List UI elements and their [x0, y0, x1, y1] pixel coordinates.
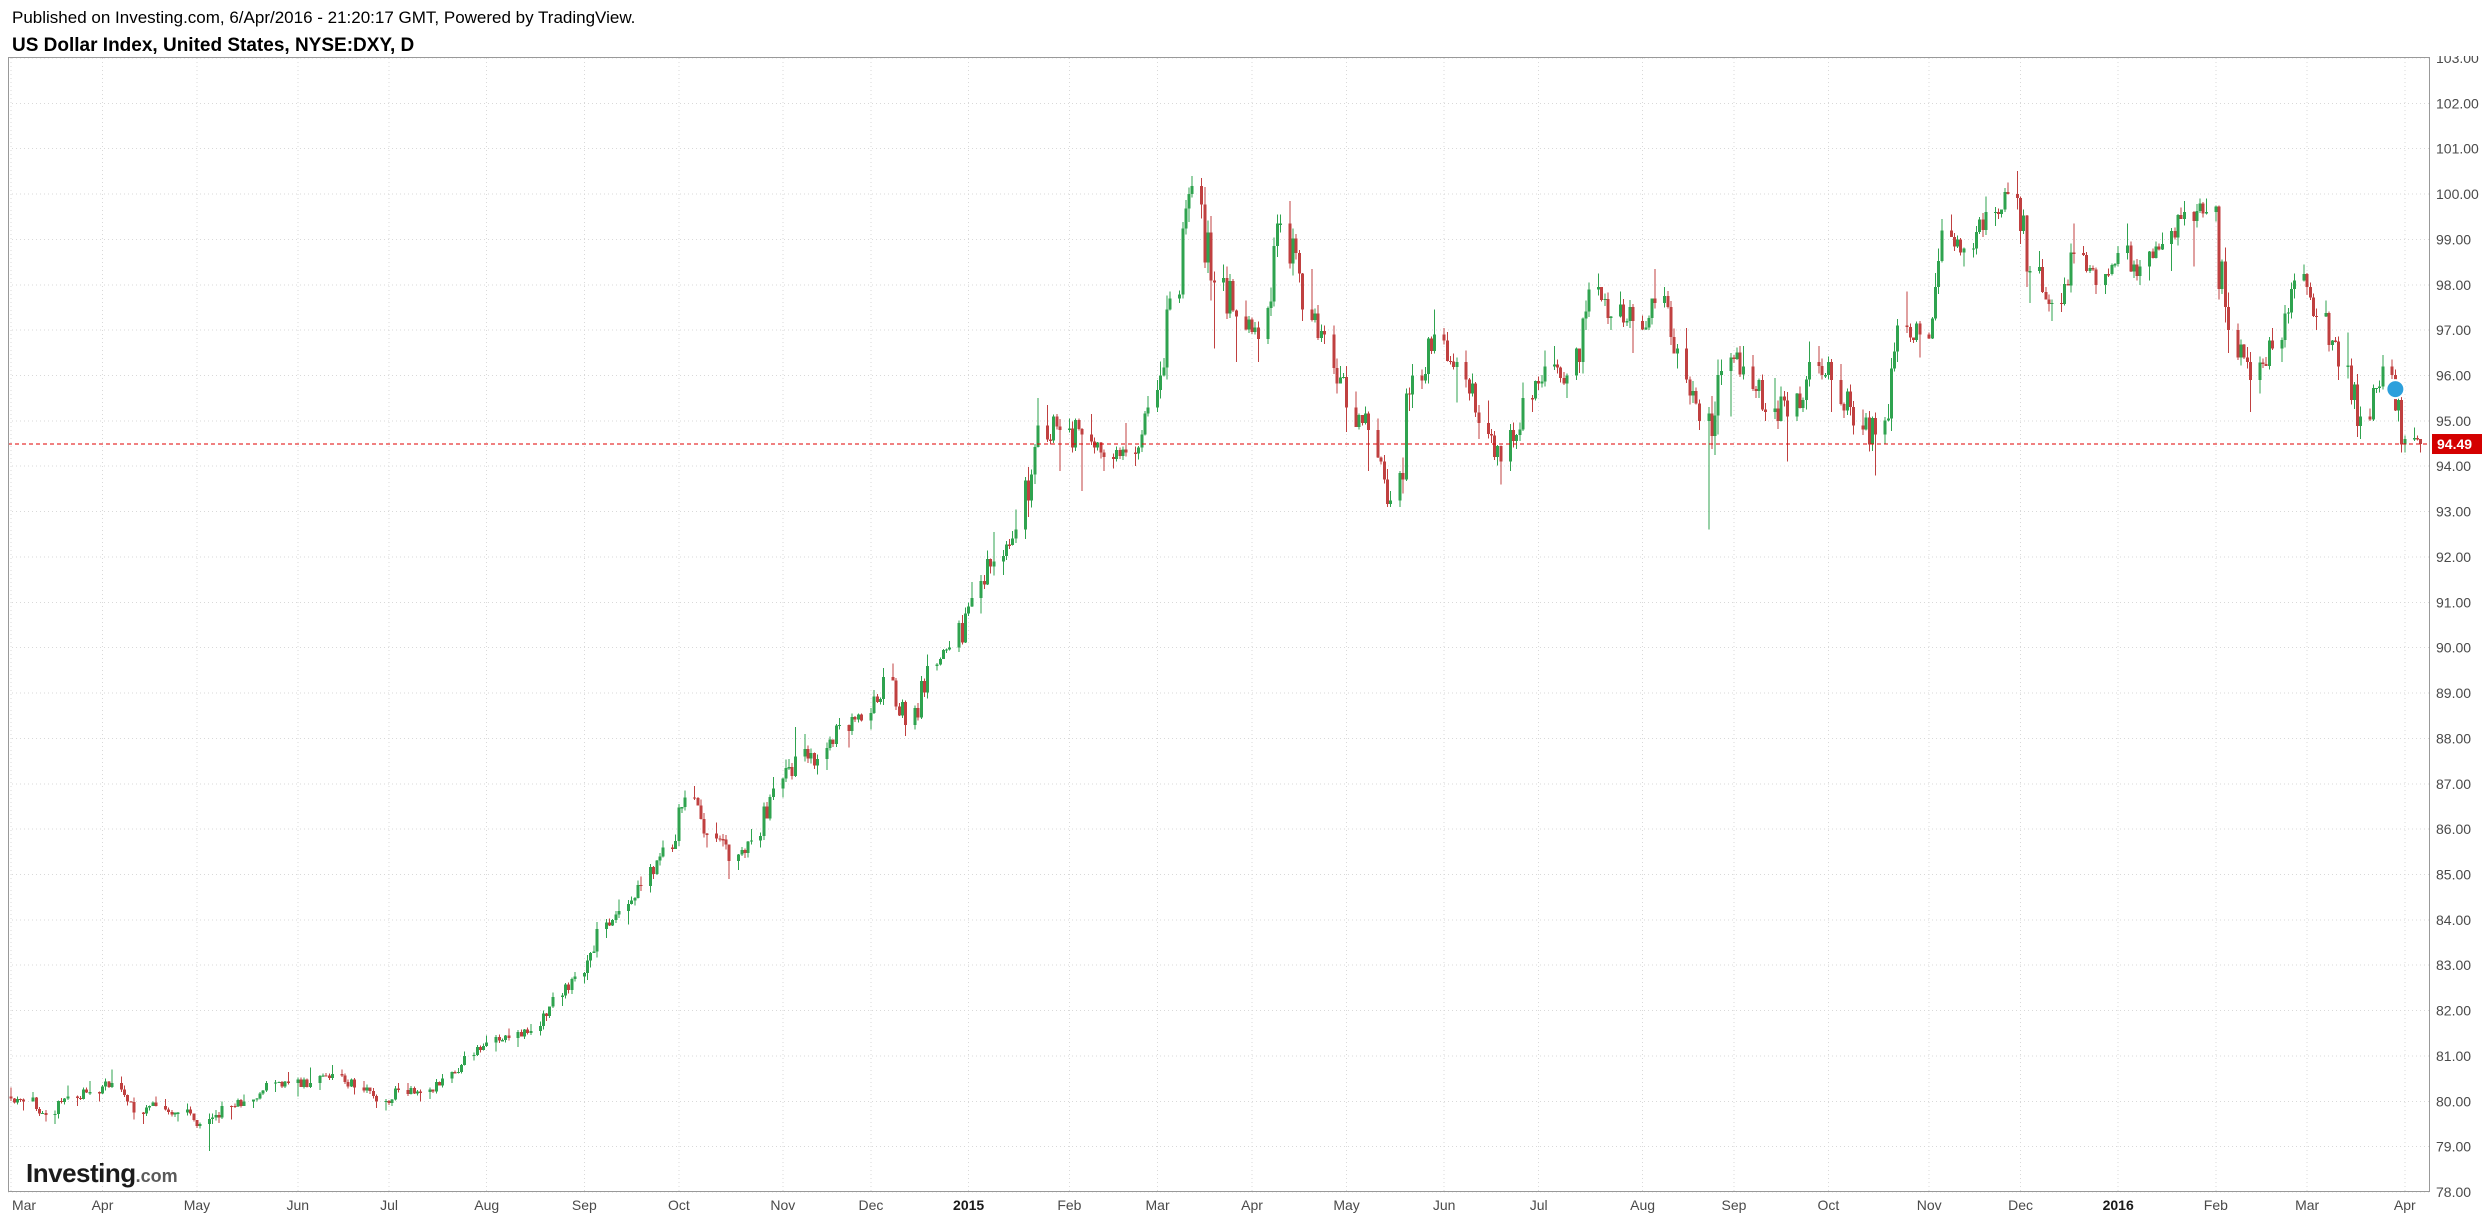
svg-text:84.00: 84.00 [2436, 912, 2471, 928]
svg-text:Jun: Jun [286, 1197, 309, 1213]
svg-text:Feb: Feb [1057, 1197, 1081, 1213]
price-axis[interactable]: 103.00 102.00 101.00 100.00 99.00 98.00 97.00 9… [2436, 56, 2479, 1200]
svg-text:91.00: 91.00 [2436, 594, 2471, 610]
svg-text:Jun: Jun [1433, 1197, 1456, 1213]
svg-text:93.00: 93.00 [2436, 504, 2471, 520]
svg-text:80.00: 80.00 [2436, 1093, 2471, 1109]
svg-text:100.00: 100.00 [2436, 186, 2479, 202]
svg-text:79.00: 79.00 [2436, 1139, 2471, 1155]
svg-text:Aug: Aug [474, 1197, 499, 1213]
svg-text:96.00: 96.00 [2436, 368, 2471, 384]
svg-text:101.00: 101.00 [2436, 141, 2479, 157]
svg-text:Aug: Aug [1630, 1197, 1655, 1213]
svg-text:2015: 2015 [953, 1197, 984, 1213]
svg-text:94.00: 94.00 [2436, 458, 2471, 474]
svg-text:97.00: 97.00 [2436, 322, 2471, 338]
svg-text:Feb: Feb [2204, 1197, 2228, 1213]
svg-text:Mar: Mar [1146, 1197, 1170, 1213]
svg-text:98.00: 98.00 [2436, 277, 2471, 293]
svg-text:89.00: 89.00 [2436, 685, 2471, 701]
svg-text:85.00: 85.00 [2436, 866, 2471, 882]
plot-border [8, 57, 2430, 1192]
page-title: US Dollar Index, United States, NYSE:DXY… [12, 35, 415, 56]
svg-text:Dec: Dec [859, 1197, 884, 1213]
svg-text:2016: 2016 [2103, 1197, 2134, 1213]
svg-text:102.00: 102.00 [2436, 95, 2479, 111]
svg-text:95.00: 95.00 [2436, 413, 2471, 429]
svg-text:78.00: 78.00 [2436, 1184, 2471, 1200]
svg-text:Nov: Nov [770, 1197, 795, 1213]
time-axis[interactable]: Mar Apr May Jun Jul Aug Sep Oct Nov Dec 2015 Feb Mar… [12, 1197, 2416, 1213]
svg-text:Oct: Oct [668, 1197, 690, 1213]
svg-text:103.00: 103.00 [2436, 56, 2479, 66]
investing-watermark: Investing.com [26, 1158, 178, 1189]
svg-text:May: May [184, 1197, 210, 1213]
svg-text:Apr: Apr [1241, 1197, 1263, 1213]
svg-text:81.00: 81.00 [2436, 1048, 2471, 1064]
svg-text:Jul: Jul [380, 1197, 398, 1213]
published-line: Published on Investing.com, 6/Apr/2016 -… [12, 8, 636, 27]
svg-text:Nov: Nov [1917, 1197, 1942, 1213]
svg-text:94.49: 94.49 [2437, 436, 2472, 452]
svg-text:Mar: Mar [12, 1197, 36, 1213]
svg-text:99.00: 99.00 [2436, 231, 2471, 247]
svg-text:92.00: 92.00 [2436, 549, 2471, 565]
gridlines [8, 57, 2430, 1193]
candles-layer [9, 170, 2423, 1152]
svg-text:Apr: Apr [92, 1197, 114, 1213]
svg-text:82.00: 82.00 [2436, 1003, 2471, 1019]
svg-text:86.00: 86.00 [2436, 821, 2471, 837]
svg-text:Oct: Oct [1818, 1197, 1840, 1213]
candlestick-chart[interactable]: 103.00 102.00 101.00 100.00 99.00 98.00 97.00 9… [8, 56, 2484, 1220]
investing-logo-text: Investing [26, 1158, 136, 1188]
svg-text:May: May [1333, 1197, 1359, 1213]
chart-header: Published on Investing.com, 6/Apr/2016 -… [12, 8, 635, 57]
svg-text:Dec: Dec [2008, 1197, 2033, 1213]
chart-area[interactable]: 103.00 102.00 101.00 100.00 99.00 98.00 97.00 9… [8, 56, 2484, 1220]
investing-logo-suffix: .com [135, 1166, 178, 1186]
svg-text:Apr: Apr [2394, 1197, 2416, 1213]
svg-text:87.00: 87.00 [2436, 776, 2471, 792]
svg-text:Mar: Mar [2295, 1197, 2319, 1213]
svg-text:Sep: Sep [1721, 1197, 1746, 1213]
svg-text:88.00: 88.00 [2436, 730, 2471, 746]
svg-text:Jul: Jul [1530, 1197, 1548, 1213]
svg-text:Sep: Sep [572, 1197, 597, 1213]
last-price-label: 94.49 [2432, 434, 2482, 455]
svg-text:90.00: 90.00 [2436, 640, 2471, 656]
series-marker[interactable] [2385, 379, 2406, 400]
svg-text:83.00: 83.00 [2436, 957, 2471, 973]
